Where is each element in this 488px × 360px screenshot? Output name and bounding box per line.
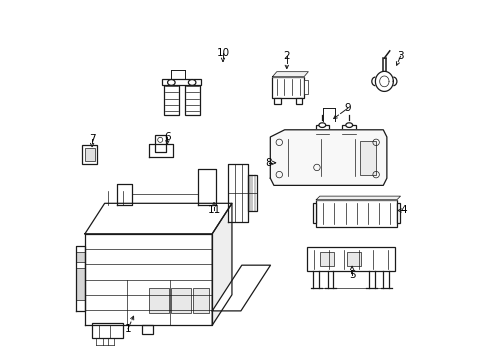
Bar [342, 125, 355, 142]
Text: 4: 4 [400, 206, 407, 216]
Bar [76, 268, 85, 300]
Bar [184, 82, 199, 116]
Bar [82, 145, 97, 164]
Polygon shape [85, 234, 212, 325]
Bar [346, 252, 360, 266]
Polygon shape [375, 71, 392, 91]
Bar [274, 98, 280, 104]
Text: 2: 2 [283, 51, 289, 61]
Polygon shape [117, 184, 131, 205]
Text: 5: 5 [348, 270, 355, 280]
Text: 1: 1 [124, 324, 131, 334]
Bar [76, 252, 85, 262]
Text: 6: 6 [164, 132, 170, 142]
Bar [295, 98, 302, 104]
Ellipse shape [345, 123, 352, 127]
Bar [396, 203, 400, 223]
Bar [92, 323, 122, 338]
Bar [162, 79, 201, 85]
Ellipse shape [188, 80, 196, 85]
Polygon shape [212, 265, 270, 311]
Polygon shape [212, 203, 231, 325]
Polygon shape [149, 144, 172, 157]
Bar [85, 148, 95, 161]
Bar [149, 288, 169, 313]
Bar [142, 325, 153, 334]
Bar [319, 252, 333, 266]
Text: 3: 3 [396, 51, 403, 61]
Polygon shape [198, 169, 215, 205]
Bar [315, 125, 328, 142]
Text: 7: 7 [89, 134, 95, 144]
Bar [192, 288, 208, 313]
Bar [312, 203, 316, 223]
Polygon shape [270, 130, 386, 185]
Text: 9: 9 [344, 103, 350, 113]
Text: 10: 10 [216, 48, 229, 58]
Bar [304, 80, 308, 94]
Bar [272, 77, 304, 98]
Polygon shape [228, 164, 247, 222]
Polygon shape [316, 196, 400, 200]
Bar [306, 247, 394, 271]
Bar [163, 82, 179, 116]
Bar [316, 200, 396, 226]
Polygon shape [85, 203, 231, 234]
Text: 11: 11 [207, 206, 220, 216]
Polygon shape [76, 246, 85, 311]
Text: 8: 8 [264, 158, 271, 168]
Polygon shape [272, 72, 308, 77]
Ellipse shape [167, 80, 175, 85]
Bar [155, 135, 165, 144]
Bar [247, 175, 257, 211]
Bar [171, 288, 190, 313]
Ellipse shape [318, 123, 325, 127]
Bar [359, 140, 375, 175]
